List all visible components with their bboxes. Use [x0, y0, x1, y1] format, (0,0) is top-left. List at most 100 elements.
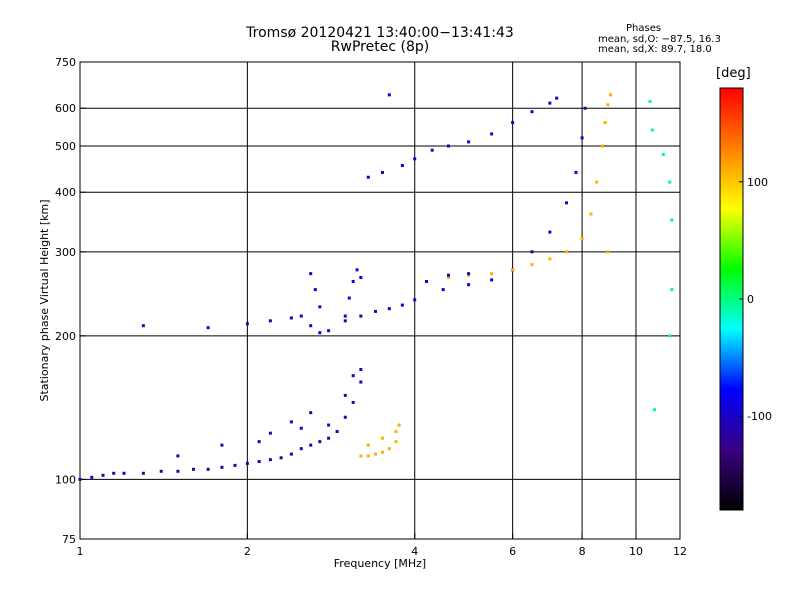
data-point	[670, 218, 674, 222]
data-point	[606, 103, 610, 107]
data-point	[380, 170, 384, 174]
data-point	[373, 452, 377, 456]
x-tick-label: 4	[411, 545, 418, 558]
data-point	[606, 250, 610, 254]
phases-header: Phases	[626, 23, 662, 34]
data-point	[595, 180, 599, 184]
data-point	[555, 96, 559, 100]
data-point	[490, 278, 494, 282]
data-point	[380, 436, 384, 440]
data-point	[467, 272, 471, 276]
data-point	[141, 324, 145, 328]
data-point	[245, 322, 249, 326]
data-point	[101, 473, 105, 477]
y-tick-label: 75	[62, 533, 76, 546]
data-point	[603, 121, 607, 125]
data-point	[580, 136, 584, 140]
data-point	[583, 106, 587, 110]
data-point	[318, 440, 322, 444]
data-point	[668, 180, 672, 184]
data-point	[122, 471, 126, 475]
data-point	[446, 144, 450, 148]
data-point	[327, 423, 331, 427]
data-point	[548, 257, 552, 261]
data-point	[589, 212, 593, 216]
data-point	[380, 450, 384, 454]
data-point	[141, 471, 145, 475]
data-point	[327, 436, 331, 440]
y-tick-label: 400	[55, 186, 76, 199]
data-point	[580, 236, 584, 240]
data-point	[490, 272, 494, 276]
x-tick-label: 2	[244, 545, 251, 558]
colorbar-tick-label: 0	[747, 293, 754, 306]
data-point	[609, 93, 613, 97]
data-point	[565, 201, 569, 205]
data-point	[343, 415, 347, 419]
data-point	[112, 471, 116, 475]
data-point	[394, 440, 398, 444]
x-tick-label: 1	[77, 545, 84, 558]
x-axis-label: Frequency [MHz]	[334, 557, 426, 570]
data-point	[397, 423, 401, 427]
data-point	[400, 164, 404, 168]
data-point	[159, 469, 163, 473]
data-point	[355, 268, 359, 272]
x-tick-label: 6	[509, 545, 516, 558]
data-point	[359, 314, 363, 318]
data-point	[90, 475, 94, 479]
data-point	[359, 380, 363, 384]
y-tick-label: 750	[55, 56, 76, 69]
data-point	[268, 458, 272, 462]
data-point	[318, 331, 322, 335]
data-point	[467, 140, 471, 144]
data-point	[387, 447, 391, 451]
data-point	[335, 430, 339, 434]
data-point	[309, 411, 313, 415]
data-point	[387, 307, 391, 311]
data-point	[299, 426, 303, 430]
data-point	[359, 454, 363, 458]
data-point	[467, 283, 471, 287]
data-point	[413, 157, 417, 161]
data-point	[351, 400, 355, 404]
data-point	[327, 329, 331, 333]
y-tick-label: 500	[55, 140, 76, 153]
data-point	[309, 443, 313, 447]
y-tick-label: 300	[55, 246, 76, 259]
data-point	[373, 309, 377, 313]
data-point	[366, 175, 370, 179]
data-point	[233, 463, 237, 467]
x-tick-label: 8	[579, 545, 586, 558]
y-tick-label: 200	[55, 330, 76, 343]
data-point	[650, 128, 654, 132]
data-point	[351, 374, 355, 378]
data-point	[511, 121, 515, 125]
colorbar-tick-label: -100	[747, 410, 772, 423]
y-axis-label: Stationary phase Virtual Height [km]	[38, 199, 51, 401]
data-point	[343, 393, 347, 397]
data-point	[530, 250, 534, 254]
data-point	[257, 440, 261, 444]
data-point	[530, 110, 534, 114]
data-point	[289, 420, 293, 424]
data-point	[313, 288, 317, 292]
data-point	[394, 430, 398, 434]
data-point	[400, 303, 404, 307]
data-point	[441, 288, 445, 292]
data-point	[653, 408, 657, 412]
data-point	[299, 447, 303, 451]
data-point	[206, 467, 210, 471]
data-point	[289, 452, 293, 456]
data-point	[600, 144, 604, 148]
data-point	[430, 148, 434, 152]
data-point	[351, 279, 355, 283]
data-point	[366, 443, 370, 447]
data-point	[565, 250, 569, 254]
data-point	[279, 456, 283, 460]
data-point	[176, 454, 180, 458]
data-point	[257, 460, 261, 464]
data-point	[347, 296, 351, 300]
plot-frame	[79, 61, 681, 540]
